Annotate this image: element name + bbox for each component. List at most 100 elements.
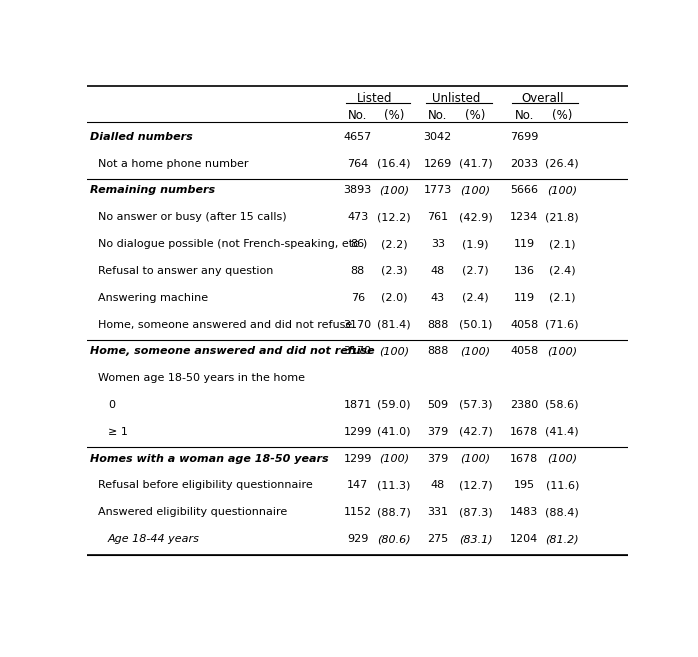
- Text: Home, someone answered and did not refuse: Home, someone answered and did not refus…: [90, 346, 375, 356]
- Text: 7699: 7699: [510, 132, 539, 142]
- Text: (2.7): (2.7): [462, 266, 489, 276]
- Text: (100): (100): [547, 453, 577, 464]
- Text: Remaining numbers: Remaining numbers: [90, 185, 215, 196]
- Text: 1678: 1678: [510, 453, 538, 464]
- Text: (1.9): (1.9): [462, 239, 489, 249]
- Text: No dialogue possible (not French-speaking, etc.): No dialogue possible (not French-speakin…: [98, 239, 367, 249]
- Text: 509: 509: [427, 400, 448, 410]
- Text: 2033: 2033: [510, 158, 538, 169]
- Text: (21.8): (21.8): [545, 212, 579, 222]
- Text: Listed: Listed: [357, 93, 393, 106]
- Text: Unlisted: Unlisted: [432, 93, 480, 106]
- Text: Not a home phone number: Not a home phone number: [98, 158, 248, 169]
- Text: 764: 764: [347, 158, 369, 169]
- Text: (100): (100): [461, 453, 491, 464]
- Text: (%): (%): [384, 109, 404, 122]
- Text: 1204: 1204: [510, 534, 538, 544]
- Text: Homes with a woman age 18-50 years: Homes with a woman age 18-50 years: [90, 453, 329, 464]
- Text: (88.7): (88.7): [377, 507, 411, 517]
- Text: Refusal to answer any question: Refusal to answer any question: [98, 266, 274, 276]
- Text: (100): (100): [461, 185, 491, 196]
- Text: 4058: 4058: [510, 346, 538, 356]
- Text: Answered eligibility questionnaire: Answered eligibility questionnaire: [98, 507, 288, 517]
- Text: Answering machine: Answering machine: [98, 293, 208, 303]
- Text: (87.3): (87.3): [459, 507, 493, 517]
- Text: 275: 275: [427, 534, 448, 544]
- Text: (41.7): (41.7): [459, 158, 493, 169]
- Text: (88.4): (88.4): [545, 507, 579, 517]
- Text: (42.7): (42.7): [459, 427, 493, 437]
- Text: 1871: 1871: [343, 400, 372, 410]
- Text: 1152: 1152: [343, 507, 372, 517]
- Text: Refusal before eligibility questionnaire: Refusal before eligibility questionnaire: [98, 480, 313, 490]
- Text: 761: 761: [427, 212, 448, 222]
- Text: (41.0): (41.0): [377, 427, 410, 437]
- Text: No.: No.: [428, 109, 447, 122]
- Text: 3042: 3042: [424, 132, 452, 142]
- Text: Home, someone answered and did not refuse: Home, someone answered and did not refus…: [98, 319, 352, 330]
- Text: (12.2): (12.2): [377, 212, 411, 222]
- Text: 1773: 1773: [424, 185, 452, 196]
- Text: 119: 119: [514, 239, 535, 249]
- Text: (11.6): (11.6): [546, 480, 579, 490]
- Text: 3893: 3893: [343, 185, 372, 196]
- Text: (100): (100): [547, 185, 577, 196]
- Text: 379: 379: [427, 427, 448, 437]
- Text: 76: 76: [350, 293, 365, 303]
- Text: 33: 33: [431, 239, 445, 249]
- Text: Women age 18-50 years in the home: Women age 18-50 years in the home: [98, 373, 305, 383]
- Text: (41.4): (41.4): [545, 427, 579, 437]
- Text: 119: 119: [514, 293, 535, 303]
- Text: 1299: 1299: [343, 427, 372, 437]
- Text: (2.1): (2.1): [549, 293, 575, 303]
- Text: Dialled numbers: Dialled numbers: [90, 132, 193, 142]
- Text: (59.0): (59.0): [377, 400, 410, 410]
- Text: 3170: 3170: [343, 346, 372, 356]
- Text: 1269: 1269: [424, 158, 452, 169]
- Text: (2.3): (2.3): [380, 266, 407, 276]
- Text: (81.4): (81.4): [377, 319, 411, 330]
- Text: (71.6): (71.6): [545, 319, 579, 330]
- Text: (2.4): (2.4): [549, 266, 576, 276]
- Text: (100): (100): [461, 346, 491, 356]
- Text: ≥ 1: ≥ 1: [107, 427, 128, 437]
- Text: 4657: 4657: [343, 132, 372, 142]
- Text: 136: 136: [514, 266, 535, 276]
- Text: 43: 43: [431, 293, 445, 303]
- Text: 48: 48: [431, 480, 445, 490]
- Text: (100): (100): [547, 346, 577, 356]
- Text: (42.9): (42.9): [459, 212, 493, 222]
- Text: 1234: 1234: [510, 212, 538, 222]
- Text: (57.3): (57.3): [459, 400, 492, 410]
- Text: (16.4): (16.4): [377, 158, 410, 169]
- Text: 48: 48: [431, 266, 445, 276]
- Text: (12.7): (12.7): [459, 480, 493, 490]
- Text: 1483: 1483: [510, 507, 538, 517]
- Text: 86: 86: [350, 239, 365, 249]
- Text: (11.3): (11.3): [378, 480, 410, 490]
- Text: (80.6): (80.6): [377, 534, 411, 544]
- Text: No answer or busy (after 15 calls): No answer or busy (after 15 calls): [98, 212, 287, 222]
- Text: No.: No.: [514, 109, 534, 122]
- Text: 3170: 3170: [343, 319, 372, 330]
- Text: 2380: 2380: [510, 400, 538, 410]
- Text: 473: 473: [347, 212, 369, 222]
- Text: 929: 929: [347, 534, 369, 544]
- Text: (100): (100): [379, 453, 409, 464]
- Text: (%): (%): [466, 109, 486, 122]
- Text: (26.4): (26.4): [545, 158, 579, 169]
- Text: (83.1): (83.1): [459, 534, 493, 544]
- Text: Age 18-44 years: Age 18-44 years: [107, 534, 200, 544]
- Text: (100): (100): [379, 346, 409, 356]
- Text: 888: 888: [427, 346, 449, 356]
- Text: 888: 888: [427, 319, 449, 330]
- Text: (%): (%): [552, 109, 572, 122]
- Text: 4058: 4058: [510, 319, 538, 330]
- Text: (50.1): (50.1): [459, 319, 492, 330]
- Text: 0: 0: [107, 400, 114, 410]
- Text: 1299: 1299: [343, 453, 372, 464]
- Text: (100): (100): [379, 185, 409, 196]
- Text: 88: 88: [350, 266, 365, 276]
- Text: (2.1): (2.1): [549, 239, 575, 249]
- Text: (81.2): (81.2): [545, 534, 579, 544]
